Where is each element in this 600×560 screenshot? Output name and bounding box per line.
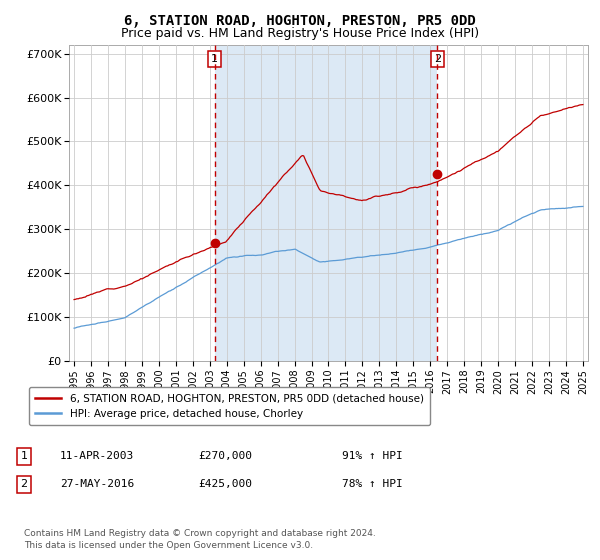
Bar (215, 45, 437, 361)
Text: £270,000: £270,000 (198, 451, 252, 461)
Text: 2: 2 (434, 54, 441, 64)
Text: 27-MAY-2016: 27-MAY-2016 (60, 479, 134, 489)
Text: 78% ↑ HPI: 78% ↑ HPI (342, 479, 403, 489)
Text: 2: 2 (20, 479, 28, 489)
Text: 1: 1 (20, 451, 28, 461)
Text: 91% ↑ HPI: 91% ↑ HPI (342, 451, 403, 461)
Text: 1: 1 (211, 54, 218, 64)
Text: Contains HM Land Registry data © Crown copyright and database right 2024.
This d: Contains HM Land Registry data © Crown c… (24, 529, 376, 550)
Text: £425,000: £425,000 (198, 479, 252, 489)
Text: 11-APR-2003: 11-APR-2003 (60, 451, 134, 461)
Text: Price paid vs. HM Land Registry's House Price Index (HPI): Price paid vs. HM Land Registry's House … (121, 27, 479, 40)
Text: 6, STATION ROAD, HOGHTON, PRESTON, PR5 0DD: 6, STATION ROAD, HOGHTON, PRESTON, PR5 0… (124, 14, 476, 28)
Legend: 6, STATION ROAD, HOGHTON, PRESTON, PR5 0DD (detached house), HPI: Average price,: 6, STATION ROAD, HOGHTON, PRESTON, PR5 0… (29, 387, 430, 425)
